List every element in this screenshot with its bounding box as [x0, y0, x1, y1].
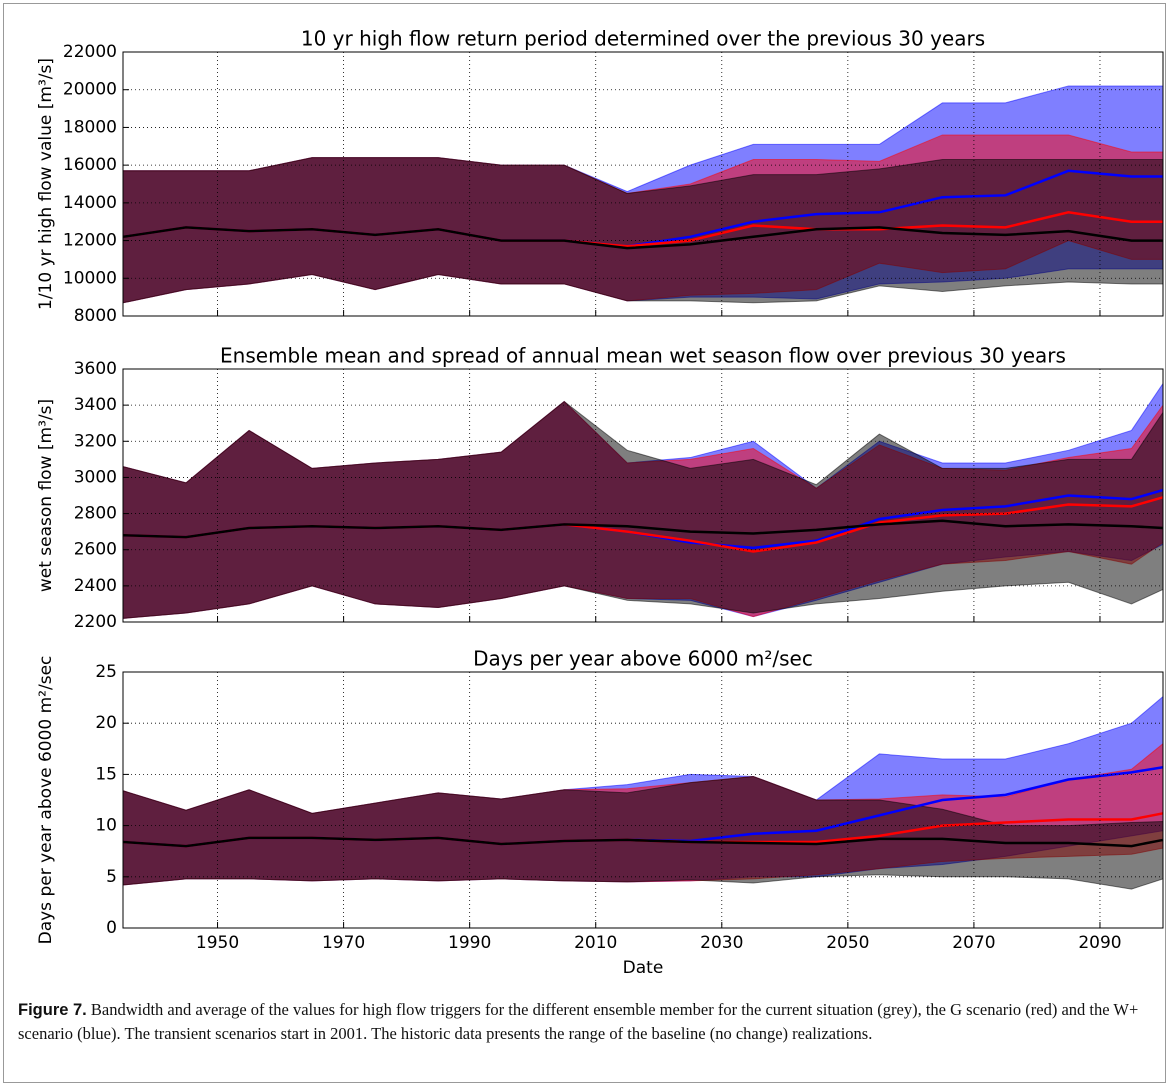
mean-line	[122, 836, 1164, 848]
x-tick-label: 2030	[700, 933, 743, 953]
x-tick-label: 2010	[574, 933, 617, 953]
y-tick-label: 2200	[74, 612, 117, 632]
y-tick-label: 22000	[63, 42, 117, 62]
y-tick-label: 3400	[74, 395, 117, 415]
chart-title: Days per year above 6000 m²/sec	[473, 647, 813, 671]
y-tick-label: 20000	[63, 80, 117, 100]
y-tick-label: 12000	[63, 231, 117, 251]
y-tick-label: 10	[95, 816, 117, 836]
y-tick-label: 2800	[74, 504, 117, 524]
y-tick-label: 3600	[74, 359, 117, 379]
x-tick-label: 2050	[826, 933, 869, 953]
chart-title: Ensemble mean and spread of annual mean …	[220, 344, 1066, 368]
y-tick-label: 0	[106, 918, 117, 938]
x-tick-label: 2070	[952, 933, 995, 953]
x-tick-label: 1990	[448, 933, 491, 953]
y-tick-label: 2600	[74, 540, 117, 560]
figure: 10 yr high flow return period determined…	[36, 27, 1164, 978]
x-tick-label: 1970	[322, 933, 365, 953]
y-axis-label: 1/10 yr high flow value [m³/s]	[36, 58, 56, 310]
figure-frame	[3, 3, 1166, 1083]
y-tick-label: 5	[106, 867, 117, 887]
y-tick-label: 3200	[74, 431, 117, 451]
y-tick-label: 10000	[63, 268, 117, 288]
y-axis-label: Days per year above 6000 m²/sec	[36, 656, 56, 945]
y-tick-label: 20	[95, 713, 117, 733]
x-tick-label: 2090	[1078, 933, 1121, 953]
y-axis-label: wet season flow [m³/s]	[36, 399, 56, 592]
plot-frame	[122, 51, 1164, 317]
y-tick-label: 15	[95, 764, 117, 784]
y-tick-label: 18000	[63, 117, 117, 137]
mean-line	[122, 519, 1164, 539]
caption-text: Bandwidth and average of the values for …	[18, 1000, 1139, 1043]
y-tick-label: 25	[95, 662, 117, 682]
y-tick-label: 14000	[63, 193, 117, 213]
y-tick-label: 3000	[74, 467, 117, 487]
chart-title: 10 yr high flow return period determined…	[301, 27, 985, 51]
plot-frame	[122, 368, 1164, 623]
y-tick-label: 2400	[74, 576, 117, 596]
mean-line	[122, 226, 1163, 250]
plot-frame	[122, 671, 1164, 929]
x-axis-label: Date	[623, 958, 664, 978]
y-tick-label: 16000	[63, 155, 117, 175]
caption-label: Figure 7.	[18, 1001, 87, 1019]
caption: Figure 7. Bandwidth and average of the v…	[18, 998, 1158, 1045]
y-tick-label: 8000	[74, 306, 117, 326]
x-tick-label: 1950	[196, 933, 239, 953]
